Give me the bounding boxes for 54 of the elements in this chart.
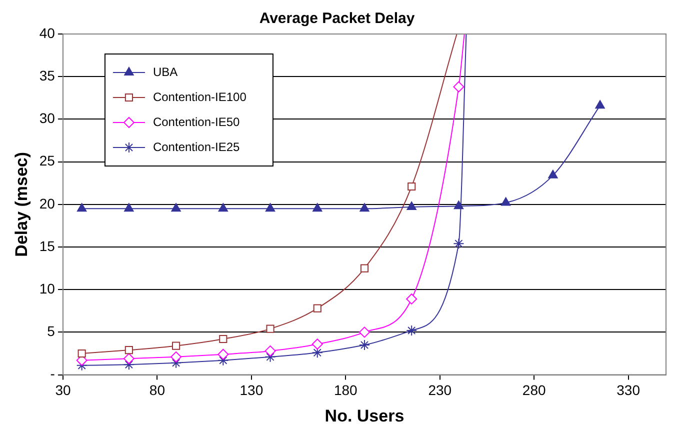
point — [219, 334, 228, 344]
point — [78, 349, 86, 358]
chart-title: Average Packet Delay — [259, 10, 416, 28]
y-tick-label: - — [50, 366, 56, 382]
y-tick-label: 5 — [47, 323, 56, 340]
legend-label: Contention-IE50 — [152, 114, 240, 129]
point — [124, 203, 134, 212]
point — [360, 203, 370, 212]
point — [406, 293, 418, 304]
point — [358, 326, 370, 338]
legend-label: UBA — [152, 64, 178, 79]
legend-label: Contention-IE25 — [152, 140, 240, 154]
point — [360, 264, 369, 272]
point — [548, 170, 558, 178]
x-tick-label: 180 — [334, 382, 358, 398]
legend-label: Contention-IE100 — [152, 90, 247, 104]
point — [358, 339, 370, 350]
x-tick-label: 330 — [616, 382, 640, 398]
point — [453, 238, 464, 250]
x-axis-title: No. Users — [324, 406, 404, 426]
y-tick-label: 30 — [39, 110, 56, 126]
y-tick-label: 10 — [39, 280, 56, 296]
point — [123, 353, 134, 364]
point — [124, 346, 133, 354]
point — [500, 197, 511, 206]
point — [312, 338, 323, 350]
x-tick-label: 280 — [522, 382, 546, 398]
x-tick-label: 80 — [149, 382, 166, 398]
point — [266, 324, 274, 333]
point — [408, 182, 416, 191]
point — [313, 304, 322, 312]
point — [171, 203, 181, 212]
point — [406, 201, 416, 210]
x-tick-label: 130 — [240, 382, 264, 398]
point — [170, 351, 182, 362]
y-tick-label: 20 — [39, 195, 56, 212]
point — [312, 347, 323, 358]
y-axis-title: Delay (msec) — [12, 152, 31, 257]
point — [312, 203, 322, 212]
point — [406, 324, 418, 336]
y-tick-label: 25 — [39, 152, 56, 169]
point — [172, 342, 180, 350]
y-tick-label: 35 — [39, 67, 56, 84]
x-tick-label: 230 — [428, 382, 452, 398]
point — [595, 100, 605, 109]
point — [454, 200, 464, 210]
y-tick-label: 15 — [39, 238, 56, 254]
point — [265, 203, 276, 212]
point — [76, 203, 87, 212]
point — [218, 203, 228, 212]
point — [218, 348, 229, 360]
point — [264, 345, 276, 356]
y-tick-label: 40 — [39, 24, 56, 41]
point — [123, 359, 134, 370]
